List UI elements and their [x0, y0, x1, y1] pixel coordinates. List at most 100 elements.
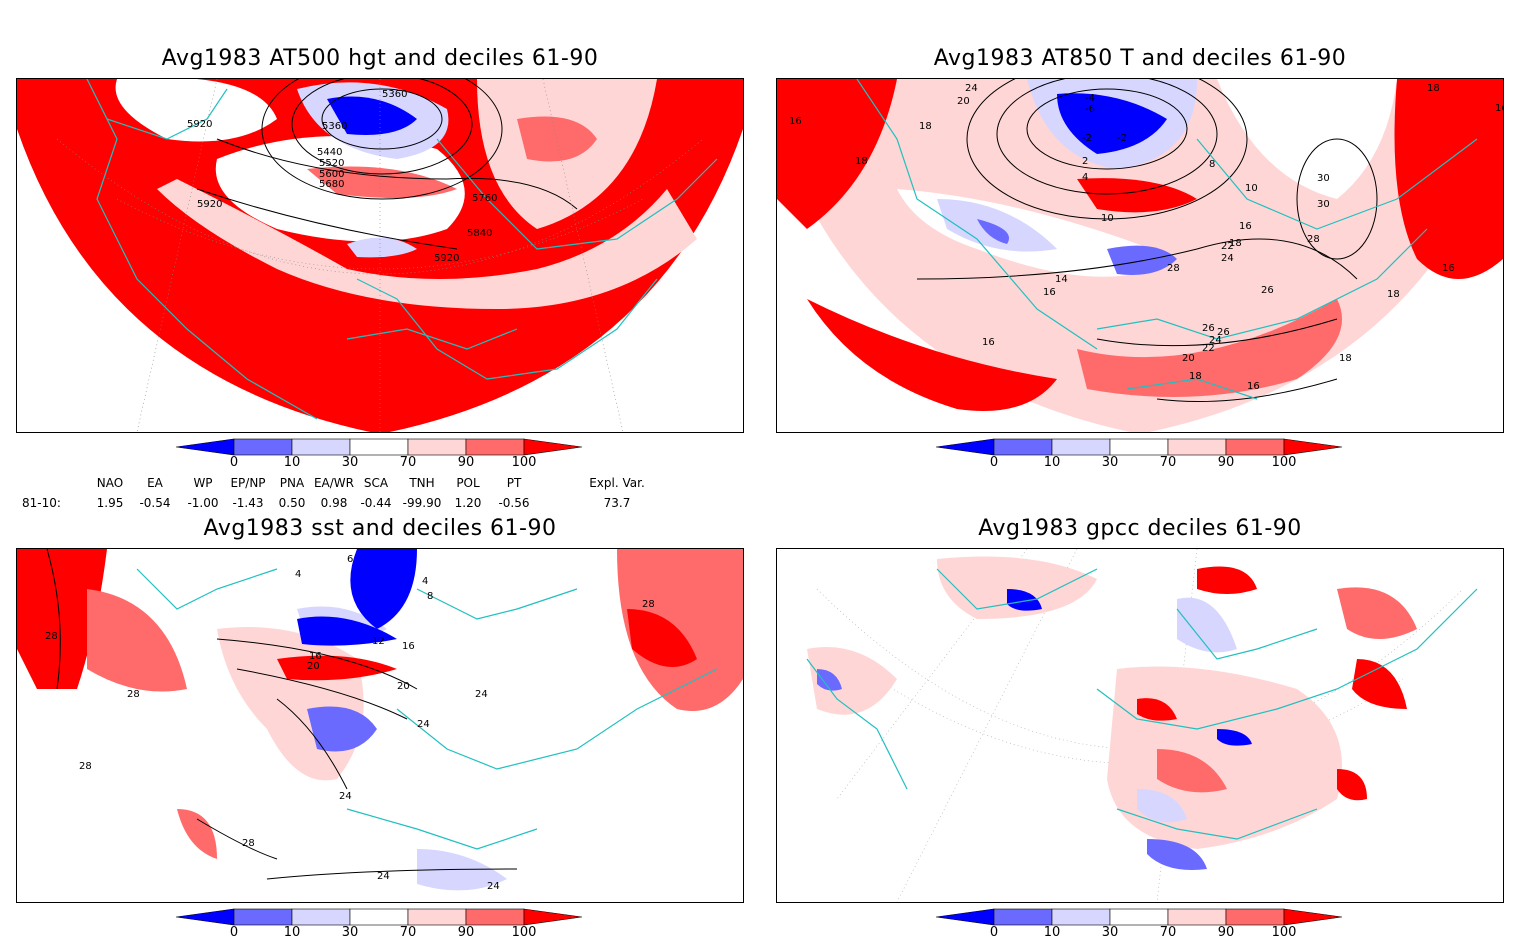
- contour-label: -4: [1085, 93, 1095, 104]
- colorbar-label: 10: [1043, 925, 1061, 940]
- index-name: PT: [506, 476, 522, 490]
- colorbar-label: 0: [229, 925, 239, 940]
- colorbar-swatch: [465, 438, 525, 456]
- colorbar-swatch: [1283, 908, 1343, 926]
- colorbar-label: 70: [399, 925, 417, 940]
- colorbar-swatch: [349, 908, 409, 926]
- colorbar-label: 0: [989, 925, 999, 940]
- contour-label: 8: [1209, 159, 1215, 170]
- contour-label: 18: [855, 156, 868, 167]
- contour-label: 24: [965, 83, 978, 94]
- index-value: -0.44: [360, 496, 392, 510]
- index-value: -1.00: [187, 496, 219, 510]
- index-value: 0.98: [320, 496, 348, 510]
- contour-label: 16: [982, 337, 995, 348]
- index-value: -1.43: [232, 496, 264, 510]
- contour-label: 18: [1189, 371, 1202, 382]
- contour-label: 16: [1442, 263, 1455, 274]
- contour-label: 14: [1055, 274, 1068, 285]
- contour-label: 12: [372, 636, 385, 647]
- colorbar-swatch: [407, 908, 467, 926]
- indices-row-label: 81-10:: [22, 496, 61, 510]
- colorbar-label: 10: [1043, 455, 1061, 470]
- contour-label: 18: [919, 121, 932, 132]
- contour-label: 10: [1101, 213, 1114, 224]
- contour-label: 5360: [322, 121, 347, 132]
- contour-label: 4: [422, 576, 428, 587]
- colorbar-graphic: [935, 908, 1343, 926]
- contour-label: 16: [309, 651, 322, 662]
- contour-label: 10: [1245, 183, 1258, 194]
- index-value: -0.54: [139, 496, 171, 510]
- contour-label: 18: [1387, 289, 1400, 300]
- index-name: Expl. Var.: [589, 476, 645, 490]
- contour-label: 20: [397, 681, 410, 692]
- colorbar-label: 100: [1271, 455, 1297, 470]
- contour-label: 24: [475, 689, 488, 700]
- colorbar-graphic: [175, 908, 583, 926]
- contour-label: 26: [1261, 285, 1274, 296]
- contour-label: 22: [1202, 343, 1215, 354]
- contour-label: 26: [1202, 323, 1215, 334]
- contour-label: 16: [402, 641, 415, 652]
- index-value: -0.56: [498, 496, 530, 510]
- contour-label: 5840: [467, 228, 492, 239]
- panel-title: Avg1983 AT500 hgt and deciles 61-90: [161, 46, 599, 71]
- contour-label: 16: [1247, 381, 1260, 392]
- colorbar-swatch: [993, 438, 1053, 456]
- contour-label: 24: [1221, 253, 1234, 264]
- contour-label: 20: [1182, 353, 1195, 364]
- colorbar-swatch: [175, 908, 235, 926]
- colorbar-label: 0: [229, 455, 239, 470]
- contour-label: 5920: [197, 199, 222, 210]
- colorbar-label: 70: [1159, 925, 1177, 940]
- index-name: EP/NP: [230, 476, 266, 490]
- colorbar-label: 90: [1217, 455, 1235, 470]
- contour-label: 5600: [319, 169, 344, 180]
- contour-label: 30: [1317, 173, 1330, 184]
- contour-label: 16: [789, 116, 802, 127]
- contour-label: 16: [1239, 221, 1252, 232]
- contour-label: 28: [127, 689, 140, 700]
- colorbar-swatch: [349, 438, 409, 456]
- contour-label: 24: [339, 791, 352, 802]
- contour-label: 18: [1339, 353, 1352, 364]
- contour-label: 28: [1167, 263, 1180, 274]
- colorbar-label: 100: [1271, 925, 1297, 940]
- contour-label: -2: [1117, 133, 1127, 144]
- colorbar-swatch: [935, 908, 995, 926]
- colorbar-swatch: [1167, 438, 1227, 456]
- index-name: PNA: [279, 476, 305, 490]
- contour-label: 5520: [319, 158, 344, 169]
- contour-label: 5440: [317, 147, 342, 158]
- contour-label: 2: [1082, 156, 1088, 167]
- contour-label: 16: [1043, 287, 1056, 298]
- colorbar-label: 100: [511, 925, 537, 940]
- colorbar: 0 10 30 70 90 100: [935, 438, 1346, 478]
- index-value: -99.90: [402, 496, 442, 510]
- map-panel-at850: 16 18 18 20 24 -4 -6 -2 -2 2 4 8 10 10 1…: [776, 78, 1504, 433]
- colorbar-swatch: [1225, 908, 1285, 926]
- contour-label: 5760: [472, 193, 497, 204]
- contour-label: 28: [642, 599, 655, 610]
- contour-label: 26: [1217, 327, 1230, 338]
- contour-label: 28: [79, 761, 92, 772]
- contour-label: 24: [487, 881, 500, 892]
- contour-label: 8: [427, 591, 433, 602]
- colorbar-swatch: [1167, 908, 1227, 926]
- colorbar-graphic: [175, 438, 583, 456]
- index-name: EA: [147, 476, 163, 490]
- contour-label: 5920: [187, 119, 212, 130]
- colorbar-label: 10: [283, 455, 301, 470]
- colorbar-label: 90: [457, 455, 475, 470]
- contour-label: 6: [347, 554, 353, 565]
- colorbar-label: 90: [457, 925, 475, 940]
- contour-label: -2: [1082, 133, 1092, 144]
- colorbar-graphic: [935, 438, 1343, 456]
- colorbar-label: 90: [1217, 925, 1235, 940]
- contour-label: 28: [45, 631, 58, 642]
- colorbar-swatch: [291, 438, 351, 456]
- index-name: EA/WR: [313, 476, 355, 490]
- contour-label: 18: [1229, 238, 1242, 249]
- contour-label: 16: [1495, 103, 1503, 114]
